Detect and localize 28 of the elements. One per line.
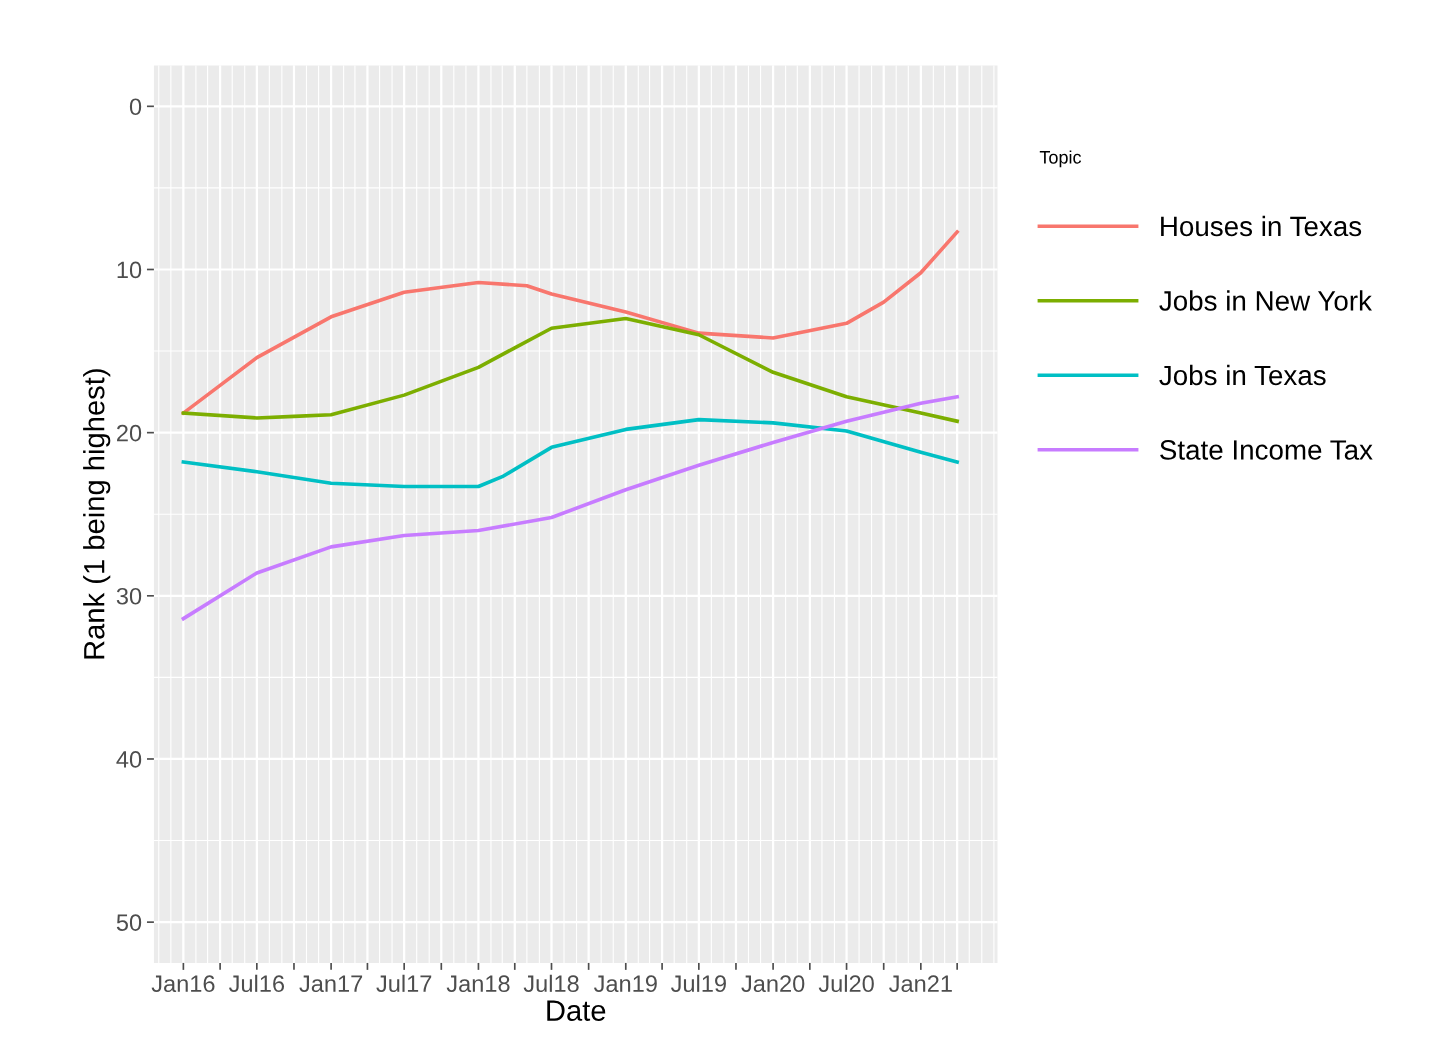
line-series — [181, 417, 959, 489]
y-tick-label: 50 — [116, 914, 142, 931]
legend-label: Houses in Texas — [1161, 215, 1362, 237]
y-axis-title: Rank (1 being highest) — [83, 369, 111, 659]
legend-label: Jobs in Texas — [1159, 364, 1326, 386]
x-tick-label: Jan21 — [889, 975, 952, 993]
x-tick-label: Jan17 — [299, 975, 363, 993]
x-tick-label: Jul20 — [818, 974, 874, 993]
x-tick-label: Jul19 — [670, 974, 726, 993]
x-tick-label: Jan20 — [741, 975, 805, 993]
x-axis-title: Date — [547, 1000, 606, 1021]
y-tick-label: 20 — [117, 424, 142, 442]
y-tick-label: 40 — [116, 751, 142, 768]
legend-label: State Income Tax — [1160, 440, 1373, 460]
x-tick-label: Jul17 — [376, 974, 432, 993]
line-series — [181, 394, 959, 621]
x-tick-label: Jul18 — [523, 974, 579, 993]
x-tick-label: Jan16 — [151, 975, 215, 993]
x-tick-label: Jul16 — [228, 974, 285, 993]
y-tick-label: 0 — [129, 98, 142, 116]
x-tick-label: Jan18 — [446, 975, 510, 993]
legend-title: Topic — [1039, 150, 1082, 168]
y-tick-label: 10 — [117, 261, 142, 279]
line-series — [181, 230, 959, 415]
x-tick-label: Jan19 — [593, 975, 657, 993]
y-tick-label: 30 — [116, 587, 142, 605]
legend-label: Jobs in New York — [1159, 290, 1372, 311]
line-series — [181, 316, 959, 424]
